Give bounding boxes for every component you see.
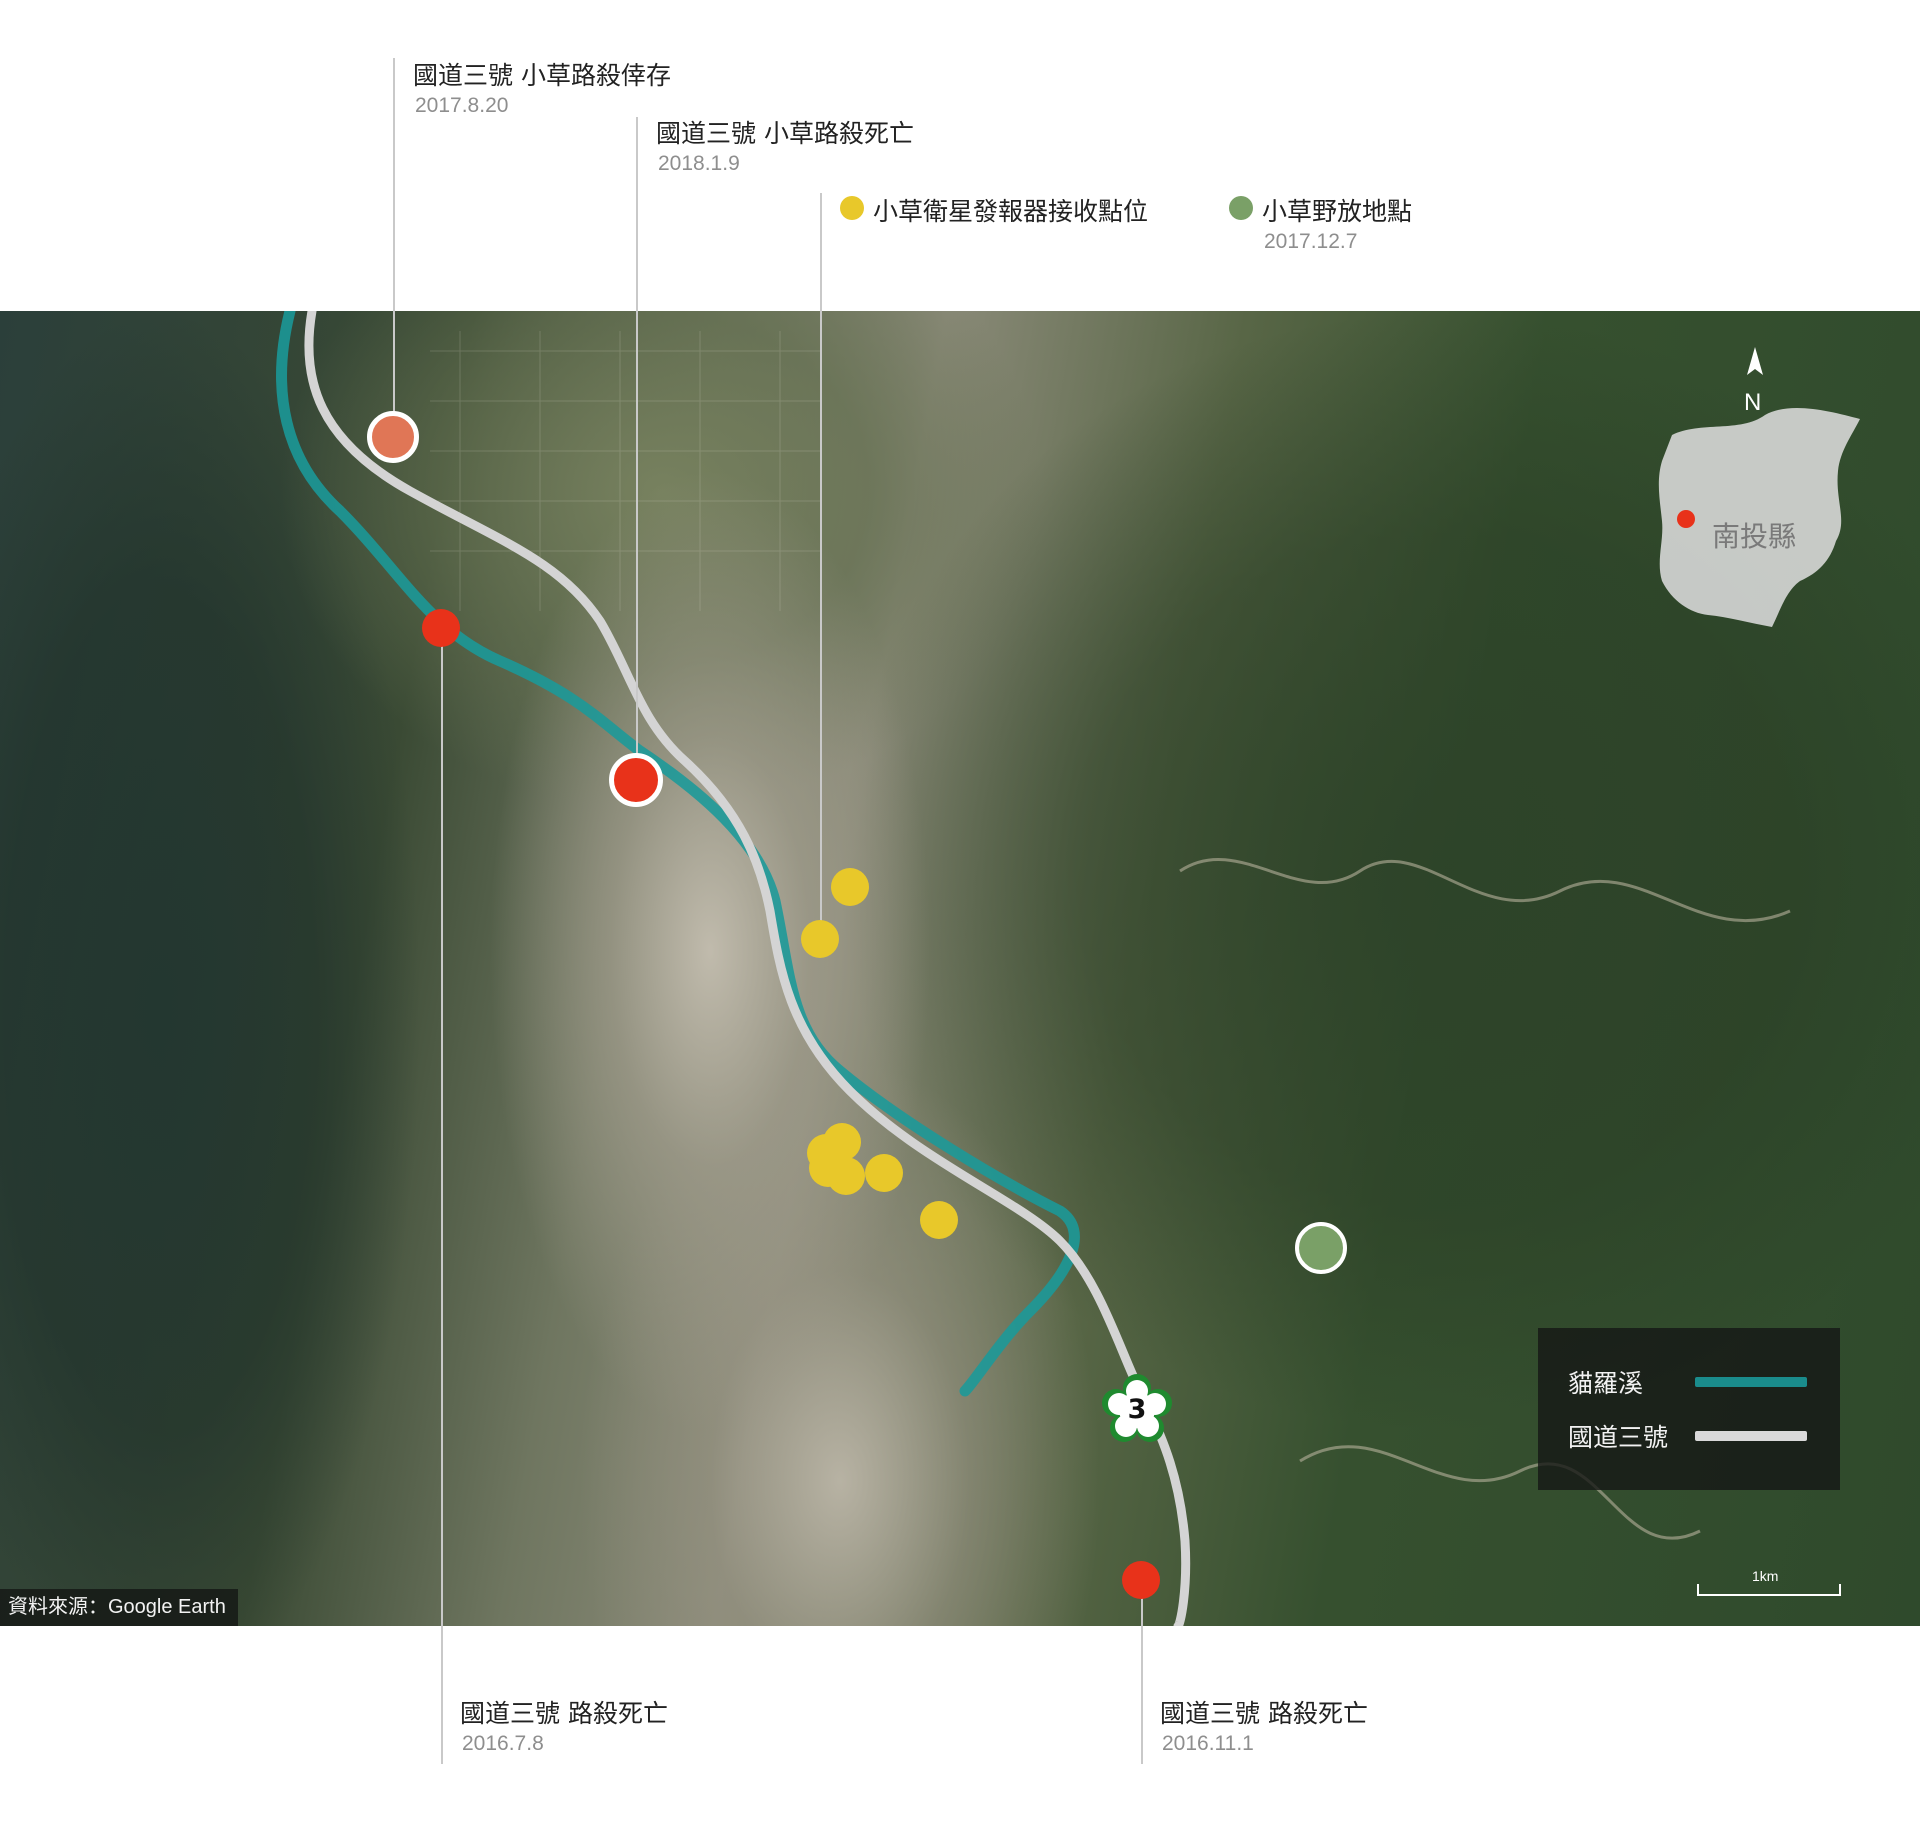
annotation-date: 2016.11.1 xyxy=(1162,1732,1254,1755)
satellite-legend-dot xyxy=(840,196,864,220)
death-marker[interactable] xyxy=(609,753,663,807)
highway-key-label: 國道三號 xyxy=(1568,1423,1669,1452)
annotation-date: 2017.8.20 xyxy=(415,94,509,117)
death-marker[interactable] xyxy=(1122,1561,1160,1599)
satellite-point[interactable] xyxy=(801,920,839,958)
inset-county-label: 南投縣 xyxy=(1712,520,1797,553)
satellite-map: 3 N 南投縣 1km xyxy=(0,311,1920,1626)
leader-line xyxy=(1141,1580,1143,1764)
release-legend-dot xyxy=(1229,196,1253,220)
release-marker[interactable] xyxy=(1295,1222,1347,1274)
annotation-date: 2018.1.9 xyxy=(658,152,740,175)
leader-line xyxy=(636,117,638,781)
annotation-title: 國道三號 路殺死亡 xyxy=(1160,1699,1368,1728)
source-credit: 資料來源：Google Earth xyxy=(0,1589,238,1626)
highway-key-swatch xyxy=(1695,1431,1807,1441)
satellite-point[interactable] xyxy=(823,1123,861,1161)
annotation-date: 2016.7.8 xyxy=(462,1732,544,1755)
leader-line xyxy=(441,628,443,1764)
inset-county-map xyxy=(1658,407,1860,627)
highway-shield-number: 3 xyxy=(1127,1394,1147,1425)
mountain-road xyxy=(1179,858,1791,923)
satellite-point[interactable] xyxy=(831,868,869,906)
satellite-point[interactable] xyxy=(827,1157,865,1195)
north-label: N xyxy=(1744,389,1762,416)
leader-line xyxy=(393,58,395,430)
annotation-title: 國道三號 小草路殺倖存 xyxy=(413,61,671,90)
satellite-point[interactable] xyxy=(920,1201,958,1239)
river-key-swatch xyxy=(1695,1377,1807,1387)
field-texture xyxy=(430,331,820,611)
release-legend-date: 2017.12.7 xyxy=(1264,230,1358,253)
satellite-point[interactable] xyxy=(865,1154,903,1192)
scale-label: 1km xyxy=(1752,1568,1779,1584)
inset-location-dot xyxy=(1677,510,1695,528)
annotation-title: 國道三號 路殺死亡 xyxy=(460,1699,668,1728)
highway-shield-icon xyxy=(1102,1374,1172,1442)
scale-bar xyxy=(1697,1584,1841,1596)
leader-line xyxy=(820,193,822,938)
release-legend-label: 小草野放地點 xyxy=(1262,197,1413,226)
north-arrow-icon xyxy=(1747,347,1763,375)
annotation-title: 國道三號 小草路殺死亡 xyxy=(656,119,914,148)
map-overlay xyxy=(276,311,1860,1626)
satellite-legend-label: 小草衛星發報器接收點位 xyxy=(873,197,1149,226)
mountain-road xyxy=(1299,1445,1701,1540)
map-key: 貓羅溪 國道三號 xyxy=(1538,1328,1840,1490)
survive-marker[interactable] xyxy=(367,411,419,463)
river-key-label: 貓羅溪 xyxy=(1568,1369,1644,1398)
death-marker[interactable] xyxy=(422,609,460,647)
